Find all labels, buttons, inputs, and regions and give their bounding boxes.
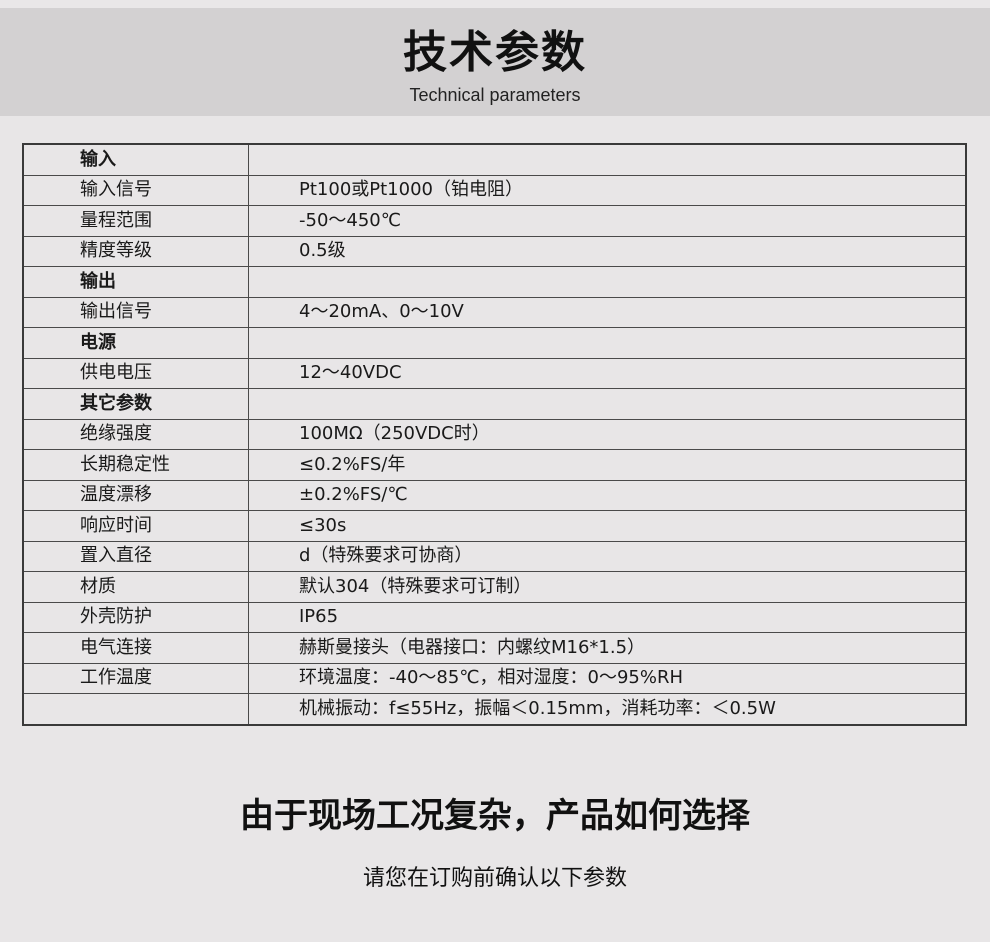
table-row: 输入信号 Pt100或Pt1000（铂电阻） (22, 174, 967, 206)
table-row: 置入直径 d（特殊要求可协商） (22, 540, 967, 572)
table-section-row: 电源 (22, 327, 967, 359)
param-name: 工作温度 (22, 662, 249, 694)
param-name: 材质 (22, 571, 249, 603)
param-value: 4～20mA、0～10V (248, 296, 967, 328)
param-value: Pt100或Pt1000（铂电阻） (248, 174, 967, 206)
param-name: 绝缘强度 (22, 418, 249, 450)
param-name: 精度等级 (22, 235, 249, 267)
footer-title: 由于现场工况复杂，产品如何选择 (240, 795, 750, 836)
param-value (248, 143, 967, 176)
param-value: 赫斯曼接头（电器接口：内螺纹M16*1.5） (248, 632, 967, 664)
top-strip (0, 0, 990, 8)
table-section-row: 其它参数 (22, 388, 967, 420)
param-value (248, 388, 967, 420)
param-name: 输入信号 (22, 174, 249, 206)
param-name: 电气连接 (22, 632, 249, 664)
param-value: 100MΩ（250VDC时） (248, 418, 967, 450)
table-container: 输入 输入信号 Pt100或Pt1000（铂电阻） 量程范围 -50～450℃ 精度等级 0… (0, 116, 990, 726)
table-row: 响应时间 ≤30s (22, 510, 967, 542)
param-value: d（特殊要求可协商） (248, 540, 967, 572)
table-row: 外壳防护 IP65 (22, 601, 967, 633)
header-band: 技术参数 Technical parameters (0, 8, 990, 116)
param-value: 环境温度：-40～85℃，相对湿度：0～95%RH (248, 662, 967, 694)
table-row: 绝缘强度 100MΩ（250VDC时） (22, 418, 967, 450)
table-row: 供电电压 12～40VDC (22, 357, 967, 389)
table-section-row: 输出 (22, 266, 967, 298)
param-name: 外壳防护 (22, 601, 249, 633)
param-value: 默认304（特殊要求可订制） (248, 571, 967, 603)
param-value: 机械振动：f≤55Hz，振幅＜0.15mm，消耗功率：＜0.5W (248, 693, 967, 725)
param-name: 输入 (22, 143, 249, 176)
table-row: 温度漂移 ±0.2%FS/℃ (22, 479, 967, 511)
table-section-row: 输入 (22, 143, 967, 176)
param-value (248, 266, 967, 298)
param-name: 温度漂移 (22, 479, 249, 511)
param-value (248, 327, 967, 359)
table-row: 量程范围 -50～450℃ (22, 205, 967, 237)
param-name: 供电电压 (22, 357, 249, 389)
param-name: 响应时间 (22, 510, 249, 542)
param-name: 电源 (22, 327, 249, 359)
param-name (22, 693, 249, 725)
table-row: 精度等级 0.5级 (22, 235, 967, 267)
footer-subtitle: 请您在订购前确认以下参数 (362, 865, 627, 891)
param-value: -50～450℃ (248, 205, 967, 237)
spec-table: 输入 输入信号 Pt100或Pt1000（铂电阻） 量程范围 -50～450℃ 精度等级 0… (22, 143, 967, 726)
param-value: 0.5级 (248, 235, 967, 267)
param-value: ≤30s (248, 510, 967, 542)
table-row: 电气连接 赫斯曼接头（电器接口：内螺纹M16*1.5） (22, 632, 967, 664)
table-row: 工作温度 环境温度：-40～85℃，相对湿度：0～95%RH (22, 662, 967, 694)
page-title: 技术参数 (403, 27, 587, 78)
table-row: 长期稳定性 ≤0.2%FS/年 (22, 449, 967, 481)
param-name: 其它参数 (22, 388, 249, 420)
footer: 由于现场工况复杂，产品如何选择 请您在订购前确认以下参数 (0, 726, 990, 924)
table-row: 机械振动：f≤55Hz，振幅＜0.15mm，消耗功率：＜0.5W (22, 693, 967, 725)
param-value: 12～40VDC (248, 357, 967, 389)
param-name: 输出信号 (22, 296, 249, 328)
param-value: ±0.2%FS/℃ (248, 479, 967, 511)
param-name: 置入直径 (22, 540, 249, 572)
param-value: ≤0.2%FS/年 (248, 449, 967, 481)
param-name: 输出 (22, 266, 249, 298)
param-name: 长期稳定性 (22, 449, 249, 481)
table-row: 材质 默认304（特殊要求可订制） (22, 571, 967, 603)
table-row: 输出信号 4～20mA、0～10V (22, 296, 967, 328)
param-name: 量程范围 (22, 205, 249, 237)
page-subtitle: Technical parameters (409, 85, 581, 105)
param-value: IP65 (248, 601, 967, 633)
